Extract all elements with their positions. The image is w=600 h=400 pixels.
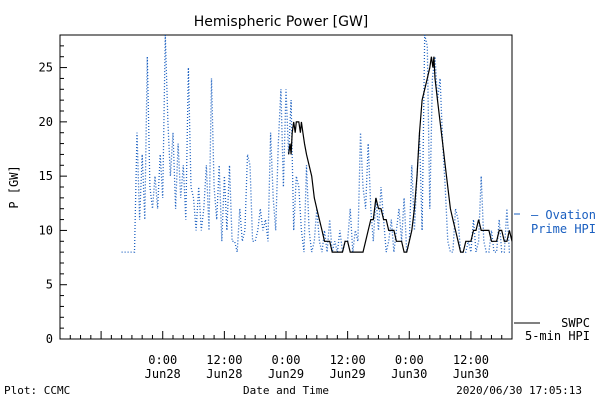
x-tick-label-time: 0:00 [395, 353, 424, 367]
y-tick-label: 0 [46, 332, 53, 346]
y-tick-label: 5 [46, 278, 53, 292]
legend-swpc-label: SWPC [561, 316, 590, 330]
x-tick-label-date: Jun28 [145, 367, 181, 381]
y-axis-label: P [GW] [7, 165, 21, 208]
swpc-5min-hpi-line [288, 56, 513, 253]
x-tick-label-time: 0:00 [272, 353, 301, 367]
footer-timestamp: 2020/06/30 17:05:13 [456, 384, 582, 397]
ovation-prime-hpi-line [121, 34, 512, 253]
y-tick-label: 10 [39, 223, 53, 237]
footer-plot-credit: Plot: CCMC [4, 384, 70, 397]
x-tick-label-date: Jun29 [268, 367, 304, 381]
x-tick-label-time: 0:00 [148, 353, 177, 367]
x-axis: 0:00Jun2812:00Jun280:00Jun2912:00Jun290:… [59, 331, 513, 381]
series-swpc-line [288, 56, 513, 253]
x-tick-label-date: Jun30 [453, 367, 489, 381]
y-axis: 0 5 10 15 20 25 [39, 34, 67, 346]
x-tick-label-date: Jun28 [206, 367, 242, 381]
legend-ovation-label: — Ovation [531, 208, 596, 222]
y-tick-label: 15 [39, 169, 53, 183]
legend-swpc-label: 5-min HPI [525, 329, 590, 343]
x-tick-label-time: 12:00 [330, 353, 366, 367]
y-tick-label: 20 [39, 115, 53, 129]
x-axis-label: Date and Time [243, 384, 329, 397]
series-ovation-line [121, 34, 512, 253]
x-tick-label-time: 12:00 [453, 353, 489, 367]
legend-ovation-label: Prime HPI [531, 222, 596, 236]
chart-title: Hemispheric Power [GW] [194, 14, 369, 30]
x-tick-label-date: Jun29 [330, 367, 366, 381]
x-tick-label-time: 12:00 [206, 353, 242, 367]
x-tick-label-date: Jun30 [391, 367, 427, 381]
plot-area-frame [59, 34, 513, 340]
y-tick-label: 25 [39, 61, 53, 75]
